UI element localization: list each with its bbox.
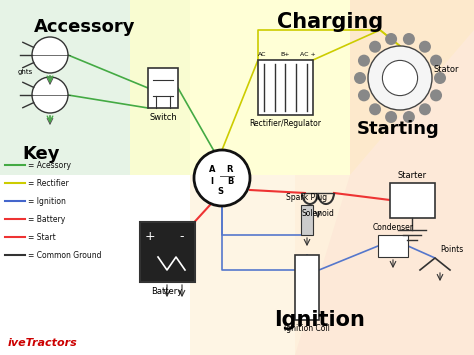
Text: AC: AC — [258, 52, 266, 57]
Circle shape — [194, 150, 250, 206]
Circle shape — [430, 55, 442, 67]
Text: Points: Points — [440, 245, 463, 254]
Bar — [378, 235, 408, 257]
Text: Charging: Charging — [277, 12, 383, 32]
Circle shape — [368, 46, 432, 110]
Text: iveTractors: iveTractors — [8, 338, 78, 348]
Text: Battery: Battery — [151, 287, 182, 296]
Text: S: S — [217, 187, 223, 197]
Text: = Battery: = Battery — [28, 214, 65, 224]
Text: Switch: Switch — [149, 113, 177, 122]
Text: B+: B+ — [280, 52, 290, 57]
Bar — [301, 205, 313, 235]
Circle shape — [369, 103, 381, 115]
Text: = Ignition: = Ignition — [28, 197, 66, 206]
Circle shape — [434, 72, 446, 84]
Text: R: R — [227, 165, 233, 175]
Circle shape — [358, 55, 370, 67]
Bar — [258, 60, 313, 115]
Polygon shape — [190, 175, 295, 355]
Bar — [140, 222, 195, 282]
Circle shape — [430, 89, 442, 102]
Circle shape — [32, 37, 68, 73]
Text: +: + — [145, 230, 155, 243]
Text: ghts: ghts — [18, 69, 33, 75]
Polygon shape — [190, 175, 350, 355]
Text: = Acessory: = Acessory — [28, 160, 71, 169]
Circle shape — [385, 111, 397, 123]
Circle shape — [354, 72, 366, 84]
Text: -: - — [180, 230, 184, 243]
Polygon shape — [130, 0, 474, 175]
Text: Accessory: Accessory — [34, 18, 136, 36]
Text: Starter: Starter — [397, 171, 427, 180]
Circle shape — [385, 33, 397, 45]
Text: Ignition: Ignition — [274, 310, 365, 330]
Text: Condenser: Condenser — [373, 223, 413, 232]
Circle shape — [403, 111, 415, 123]
Text: = Start: = Start — [28, 233, 56, 241]
Text: Stator: Stator — [434, 66, 459, 75]
Text: A: A — [209, 165, 215, 175]
Text: = Rectifier: = Rectifier — [28, 179, 69, 187]
Text: I: I — [210, 178, 213, 186]
Text: Ignition Coil: Ignition Coil — [284, 324, 330, 333]
Circle shape — [32, 77, 68, 113]
Circle shape — [419, 41, 431, 53]
Bar — [148, 68, 178, 108]
Text: Starting: Starting — [357, 120, 440, 138]
Text: Rectifier/Regulator: Rectifier/Regulator — [249, 119, 321, 128]
Circle shape — [358, 89, 370, 102]
Text: Spark Plug: Spark Plug — [286, 193, 328, 202]
Polygon shape — [0, 0, 190, 175]
Bar — [295, 255, 319, 320]
Circle shape — [369, 41, 381, 53]
Text: B: B — [227, 178, 233, 186]
Circle shape — [419, 103, 431, 115]
Text: Solenoid: Solenoid — [301, 209, 335, 218]
Bar — [390, 183, 435, 218]
Circle shape — [383, 60, 418, 95]
Text: Key: Key — [22, 145, 60, 163]
Polygon shape — [295, 0, 474, 355]
Circle shape — [403, 33, 415, 45]
Text: AC +: AC + — [300, 52, 316, 57]
Text: = Common Ground: = Common Ground — [28, 251, 101, 260]
